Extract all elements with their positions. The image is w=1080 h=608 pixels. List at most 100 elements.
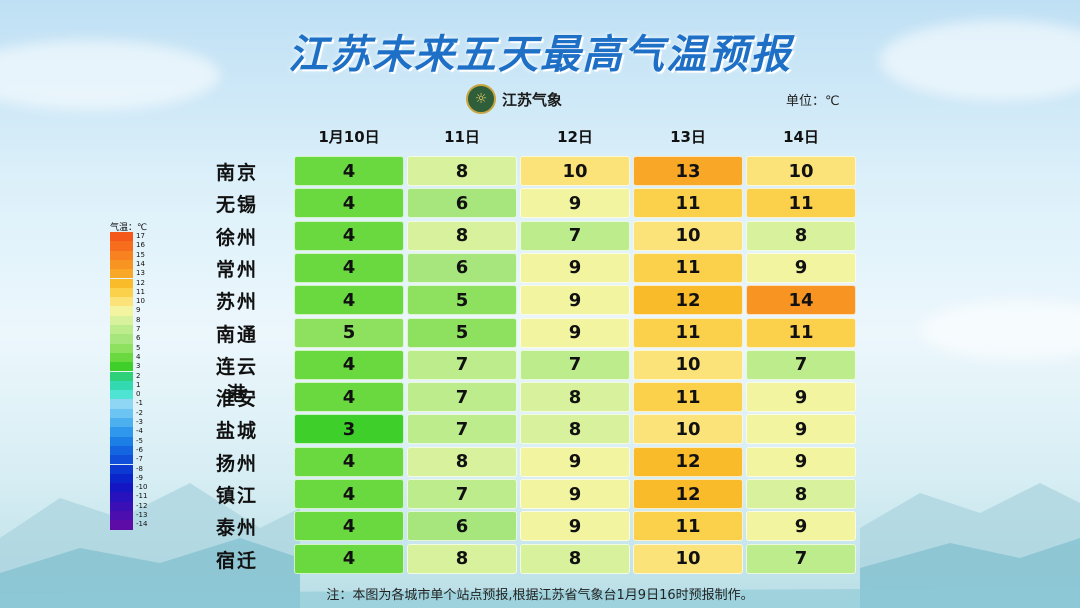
legend-label: -12 <box>136 501 148 510</box>
temperature-cell: 13 <box>633 156 743 186</box>
temperature-cell: 11 <box>746 188 856 219</box>
temperature-cell: 9 <box>746 414 856 445</box>
temperature-cell: 7 <box>407 349 517 380</box>
temperature-cell: 8 <box>746 220 856 251</box>
column-header: 11日 <box>444 128 480 146</box>
legend-label: 13 <box>136 269 145 278</box>
temperature-cell: 9 <box>520 511 630 542</box>
legend-swatch <box>110 232 133 242</box>
temperature-cell: 9 <box>746 446 856 477</box>
legend-label: 5 <box>136 343 141 352</box>
city-label: 淮安 <box>215 388 258 411</box>
legend-swatch <box>110 371 133 381</box>
legend-swatch <box>110 445 133 456</box>
temperature-cell: 4 <box>294 285 404 316</box>
temperature-cell: 11 <box>633 252 743 283</box>
legend-swatch <box>110 399 133 409</box>
temperature-cell: 14 <box>746 285 856 316</box>
legend-label: 10 <box>136 297 145 306</box>
legend-label: 8 <box>136 315 141 324</box>
temperature-cell: 4 <box>294 252 404 283</box>
legend-swatch <box>110 352 133 363</box>
city-label: 盐城 <box>215 420 258 443</box>
legend-title: 气温：℃ <box>110 223 148 233</box>
temperature-cell: 4 <box>294 543 404 574</box>
temperature-cell: 9 <box>520 285 630 316</box>
legend-label: -11 <box>136 492 148 501</box>
temperature-cell: 8 <box>407 543 517 574</box>
legend-swatch <box>110 418 133 428</box>
mountain-landscape <box>0 483 1080 608</box>
temperature-cell: 4 <box>294 511 404 542</box>
temperature-cell: 11 <box>746 317 856 348</box>
temperature-cell: 7 <box>746 543 856 574</box>
legend-label: 17 <box>136 232 145 240</box>
temperature-cell: 6 <box>407 188 517 219</box>
temperature-cell: 11 <box>633 188 743 219</box>
temperature-cell: 9 <box>520 446 630 477</box>
temperature-cell: 12 <box>633 479 743 509</box>
legend-label: 1 <box>136 380 141 389</box>
city-label: 常州 <box>215 258 258 281</box>
legend-swatch <box>110 287 133 298</box>
legend-label: 6 <box>136 334 141 343</box>
temperature-cell: 6 <box>407 511 517 542</box>
legend-label: -13 <box>136 511 148 519</box>
column-header: 1月10日 <box>318 128 380 146</box>
temperature-cell: 3 <box>294 414 404 445</box>
temperature-cell: 9 <box>746 252 856 283</box>
meteorology-emblem-icon: ☼ <box>466 84 496 114</box>
column-header: 14日 <box>783 128 819 146</box>
temperature-cell: 5 <box>407 317 517 348</box>
temperature-cell: 4 <box>294 382 404 413</box>
legend-label: -7 <box>136 455 143 464</box>
temperature-cell: 8 <box>407 446 517 477</box>
legend-swatch <box>110 269 133 279</box>
temperature-cell: 8 <box>746 479 856 509</box>
temperature-cell: 11 <box>633 382 743 413</box>
legend-swatch <box>110 241 133 251</box>
legend-swatch <box>110 278 133 288</box>
legend-swatch <box>110 390 133 400</box>
temperature-cell: 7 <box>407 479 517 509</box>
temperature-cell: 8 <box>520 382 630 413</box>
legend-label: 11 <box>136 287 145 296</box>
legend-label: -10 <box>136 483 148 492</box>
temperature-cell: 7 <box>407 382 517 413</box>
legend-label: 4 <box>136 352 141 361</box>
legend-label: -14 <box>136 520 148 529</box>
legend-label: -4 <box>136 427 143 436</box>
legend-swatch <box>110 306 133 316</box>
legend-swatch <box>110 334 133 344</box>
column-header: 12日 <box>557 128 593 146</box>
temperature-cell: 4 <box>294 349 404 380</box>
city-label: 苏州 <box>215 291 258 314</box>
legend-label: 16 <box>136 241 145 250</box>
temperature-cell: 12 <box>633 446 743 477</box>
temperature-cell: 7 <box>407 414 517 445</box>
legend-label: 15 <box>136 250 145 259</box>
footnote: 注：本图为各城市单个站点预报,根据江苏省气象台1月9日16时预报制作。 <box>326 588 754 603</box>
temperature-cell: 9 <box>746 511 856 542</box>
temperature-cell: 10 <box>746 156 856 186</box>
temperature-cell: 4 <box>294 188 404 219</box>
legend-swatch <box>110 315 133 325</box>
logo: ☼ 江苏气象 <box>466 84 562 114</box>
temperature-cell: 9 <box>520 188 630 219</box>
legend-label: 12 <box>136 278 145 287</box>
temperature-cell: 7 <box>746 349 856 380</box>
legend-swatch <box>110 455 133 465</box>
temperature-cell: 6 <box>407 252 517 283</box>
logo-text: 江苏气象 <box>502 90 563 109</box>
legend-swatch <box>110 297 133 307</box>
temperature-cell: 8 <box>520 414 630 445</box>
temperature-cell: 4 <box>294 220 404 251</box>
legend-swatch <box>110 427 133 437</box>
temperature-cell: 11 <box>633 317 743 348</box>
temperature-cell: 7 <box>520 220 630 251</box>
legend-label: 14 <box>136 259 145 268</box>
city-label: 镇江 <box>215 485 258 507</box>
temperature-cell: 4 <box>294 156 404 186</box>
legend-label: -5 <box>136 436 143 445</box>
city-label: 南京 <box>215 162 258 184</box>
